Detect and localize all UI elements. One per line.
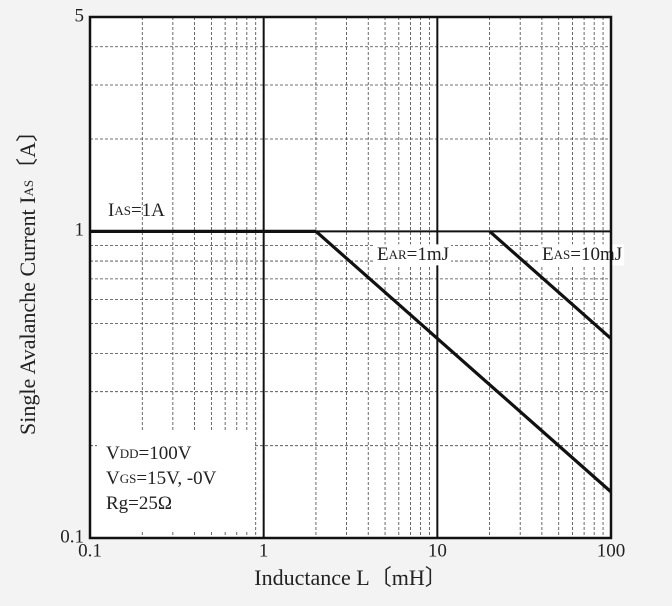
label-bg (540, 244, 625, 266)
series-line (314, 230, 613, 494)
series-label-part: E (542, 244, 554, 265)
x-tick-label: 1 (259, 540, 269, 561)
series-line (488, 230, 613, 340)
condition-text: VDD=100V (106, 443, 192, 464)
condition-text-part: =100V (139, 443, 192, 464)
series-label-part: E (377, 244, 389, 265)
condition-text-part: =15V, -0V (136, 468, 216, 489)
condition-text-part: DD (120, 446, 139, 461)
series-label: IAS=1A (108, 200, 165, 221)
y-axis-label-part: Single Avalanche Current I (15, 197, 40, 435)
plot-border (88, 15, 613, 540)
y-axis-label-part: AS (21, 180, 36, 197)
x-tick-label: 10 (428, 540, 447, 561)
series-label-part: AS (554, 247, 571, 262)
series-label-part: =1A (131, 200, 165, 221)
condition-text-part: V (106, 443, 120, 464)
x-tick-label: 100 (597, 540, 626, 561)
x-tick-label: 0.1 (78, 540, 102, 561)
label-bg (375, 244, 452, 266)
y-axis-label-part: 〔A〕 (15, 120, 40, 180)
y-tick-label: 1 (75, 220, 85, 241)
condition-text-part: GS (120, 471, 137, 486)
y-axis-label: Single Avalanche Current IAS〔A〕 (15, 120, 40, 435)
x-axis-label: Inductance L〔mH〕 (254, 565, 446, 590)
series-label: EAS=10mJ (542, 244, 622, 265)
series-label-part: AR (389, 247, 407, 262)
x-axis-label-part: 〔mH〕 (370, 565, 447, 590)
condition-text: Rg=25Ω (106, 493, 172, 514)
condition-text: VGS=15V, -0V (106, 468, 217, 489)
series-label: EAR=1mJ (377, 244, 449, 265)
conditions-box (97, 432, 255, 530)
condition-text-part: Rg=25Ω (106, 493, 172, 514)
y-tick-label: 0.1 (60, 526, 84, 547)
series-label-part: =1mJ (407, 244, 449, 265)
series-label-part: AS (114, 203, 131, 218)
series-label-part: =10mJ (570, 244, 622, 265)
y-tick-label: 5 (75, 5, 85, 26)
series-label-part: I (108, 200, 114, 221)
condition-text-part: V (106, 468, 120, 489)
x-axis-label-part: Inductance L (254, 565, 369, 590)
